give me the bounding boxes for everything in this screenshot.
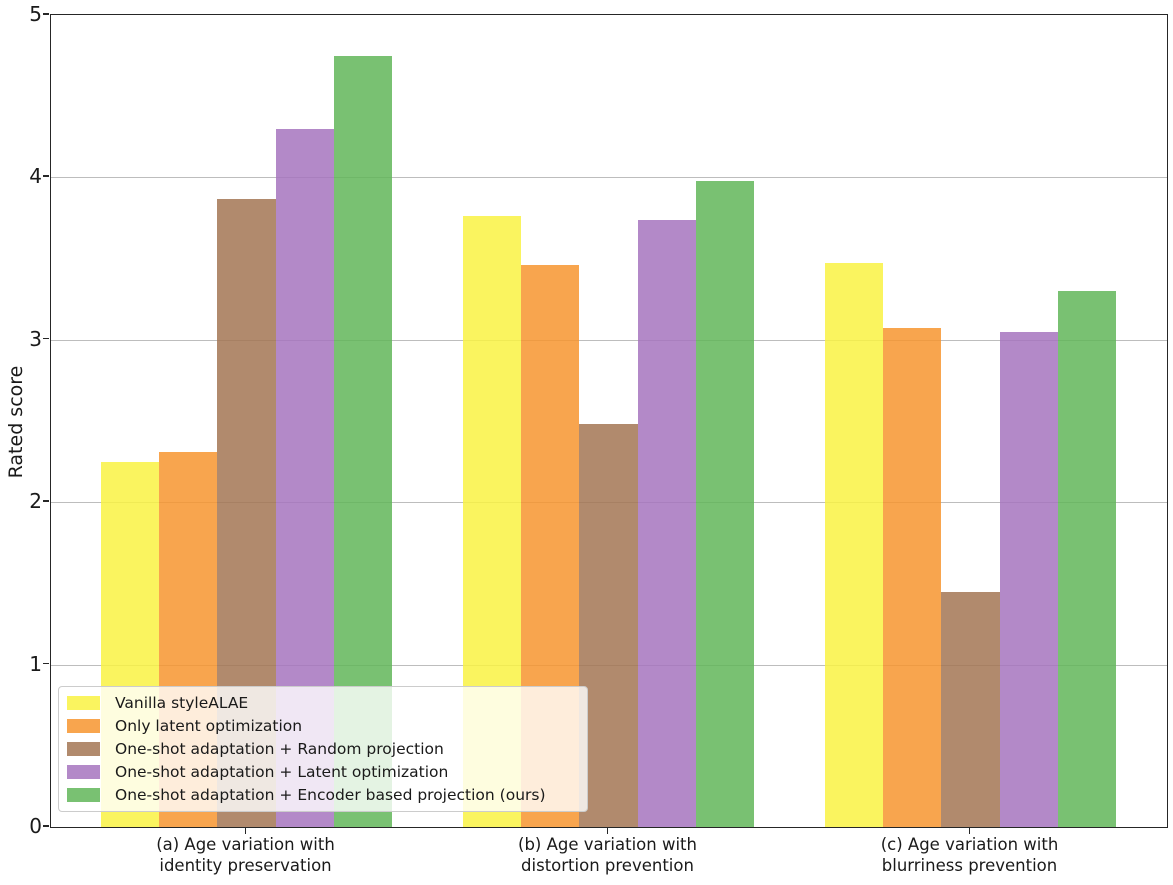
- x-tick-mark: [244, 827, 247, 834]
- legend-item: Vanilla styleALAE: [67, 694, 579, 712]
- bar-series4-catb: [637, 219, 696, 827]
- legend-item-label: One-shot adaptation + Encoder based proj…: [115, 785, 546, 804]
- x-category-label-line2: distortion prevention: [521, 856, 694, 875]
- legend-box: Vanilla styleALAE Only latent optimizatio…: [58, 686, 588, 812]
- legend-item-label: Vanilla styleALAE: [115, 694, 249, 713]
- y-axis-label: Rated score: [5, 365, 27, 479]
- legend-item: One-shot adaptation + Random projection: [67, 740, 579, 758]
- x-tick-mark: [968, 827, 971, 834]
- legend-swatch-icon: [67, 764, 100, 779]
- x-category-label: (c) Age variation with blurriness prevent…: [820, 834, 1120, 876]
- y-tick-mark: [43, 500, 49, 502]
- x-category-label-line1: (b) Age variation with: [518, 835, 697, 854]
- y-tick-mark: [43, 13, 49, 15]
- legend-item: One-shot adaptation + Encoder based proj…: [67, 786, 579, 804]
- bar-series5-catb: [695, 180, 754, 827]
- x-category-label: (b) Age variation with distortion prevent…: [458, 834, 758, 876]
- y-tick-label: 3: [29, 326, 42, 351]
- bar-series2-catc: [883, 328, 942, 827]
- x-category-label-line1: (c) Age variation with: [880, 835, 1059, 854]
- x-category-label-line1: (a) Age variation with: [156, 835, 335, 854]
- y-tick-mark: [43, 337, 49, 340]
- legend-item-label: One-shot adaptation + Random projection: [115, 739, 444, 758]
- x-category-label: (a) Age variation with identity preservat…: [96, 834, 396, 876]
- y-tick-mark: [43, 175, 49, 177]
- y-tick-label: 1: [29, 651, 42, 676]
- gridline-y4: [51, 177, 1167, 179]
- legend-swatch-icon: [67, 787, 100, 802]
- y-tick-label: 2: [29, 489, 42, 514]
- x-category-label-line2: blurriness prevention: [881, 856, 1058, 875]
- x-tick-mark: [606, 827, 609, 834]
- x-category-label-line2: identity preservation: [159, 856, 332, 875]
- y-tick-label: 5: [29, 2, 42, 26]
- bar-series3-catc: [941, 591, 1000, 827]
- y-tick-mark: [43, 662, 49, 665]
- legend-item-label: Only latent optimization: [115, 717, 303, 736]
- bar-series1-catc: [825, 263, 884, 827]
- y-tick-label: 0: [29, 814, 42, 838]
- legend-swatch-icon: [67, 741, 100, 756]
- legend-swatch-icon: [67, 696, 100, 711]
- bar-series3-catb: [579, 424, 638, 827]
- legend-swatch-icon: [67, 719, 100, 734]
- y-tick-mark: [43, 825, 49, 827]
- gridline-y3: [51, 339, 1167, 341]
- bar-series4-catc: [999, 331, 1058, 827]
- legend-item: One-shot adaptation + Latent optimizatio…: [67, 763, 579, 781]
- legend-item-label: One-shot adaptation + Latent optimizatio…: [115, 762, 449, 781]
- bar-series5-catc: [1057, 291, 1116, 827]
- y-tick-label: 4: [29, 164, 42, 189]
- legend-item: Only latent optimization: [67, 717, 579, 735]
